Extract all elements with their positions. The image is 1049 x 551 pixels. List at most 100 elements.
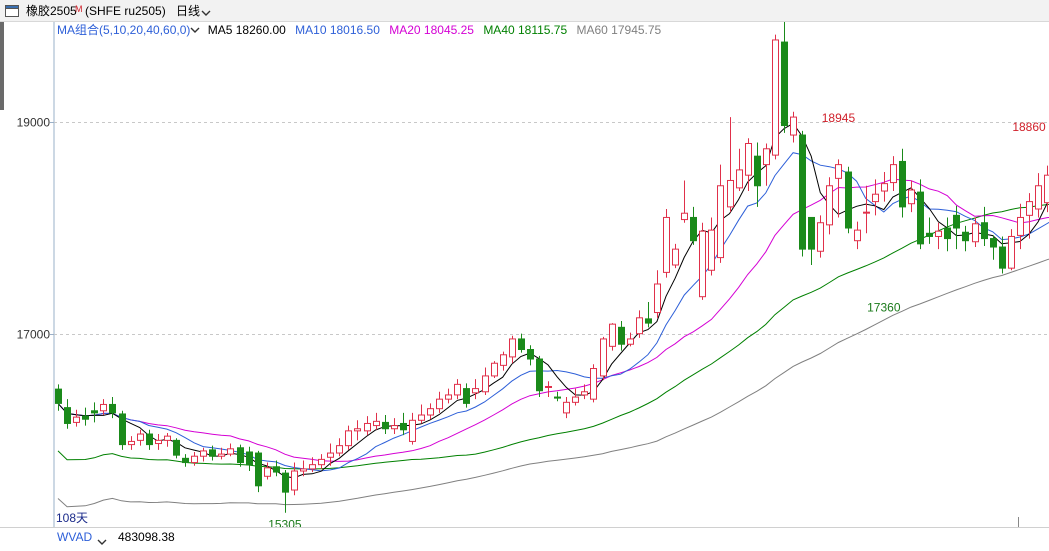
candle-body[interactable] [655, 284, 661, 313]
candle-body[interactable] [319, 459, 325, 464]
candle-body[interactable] [1009, 236, 1015, 268]
candle-body[interactable] [464, 389, 470, 404]
candle-body[interactable] [982, 223, 988, 239]
candle-body[interactable] [918, 192, 924, 244]
candle-body[interactable] [301, 469, 307, 471]
candle-body[interactable] [247, 452, 253, 465]
candle-body[interactable] [546, 386, 552, 387]
candle-body[interactable] [328, 453, 334, 457]
candle-body[interactable] [1045, 175, 1049, 202]
candle-body[interactable] [283, 473, 289, 492]
candle-body[interactable] [510, 339, 516, 357]
candle-body[interactable] [274, 467, 280, 472]
candle-body[interactable] [337, 446, 343, 453]
candle-body[interactable] [519, 339, 525, 350]
candle-body[interactable] [746, 143, 752, 175]
candle-body[interactable] [882, 184, 888, 191]
candle-body[interactable] [292, 471, 298, 490]
candle-body[interactable] [873, 194, 879, 201]
candle-body[interactable] [210, 450, 216, 456]
candle-body[interactable] [401, 423, 407, 429]
candle-body[interactable] [718, 186, 724, 258]
chevron-down-icon[interactable] [201, 6, 211, 20]
candle-body[interactable] [619, 327, 625, 344]
candle-body[interactable] [147, 434, 153, 445]
candle-body[interactable] [827, 186, 833, 225]
candle-body[interactable] [537, 359, 543, 391]
candle-body[interactable] [755, 156, 761, 186]
candle-body[interactable] [183, 458, 189, 462]
candle-body[interactable] [664, 217, 670, 272]
candle-body[interactable] [492, 363, 498, 376]
candle-body[interactable] [637, 318, 643, 334]
candle-body[interactable] [383, 422, 389, 428]
candle-body[interactable] [954, 215, 960, 228]
candle-body[interactable] [156, 440, 162, 443]
chevron-down-icon[interactable] [97, 533, 107, 551]
candle-body[interactable] [737, 170, 743, 188]
candle-body[interactable] [591, 369, 597, 400]
candle-body[interactable] [682, 213, 688, 219]
candle-body[interactable] [83, 416, 89, 419]
candle-body[interactable] [392, 426, 398, 429]
candle-body[interactable] [65, 408, 71, 424]
candle-body[interactable] [1000, 247, 1006, 268]
candle-body[interactable] [1027, 202, 1033, 216]
candle-body[interactable] [800, 135, 806, 249]
candle-body[interactable] [809, 217, 815, 249]
candle-body[interactable] [110, 404, 116, 412]
candle-body[interactable] [610, 324, 616, 346]
candle-body[interactable] [691, 217, 697, 240]
candle-body[interactable] [138, 434, 144, 440]
candle-body[interactable] [129, 441, 135, 444]
candle-body[interactable] [473, 389, 479, 393]
candle-body[interactable] [855, 230, 861, 241]
candle-body[interactable] [501, 355, 507, 366]
candle-body[interactable] [773, 40, 779, 155]
candle-body[interactable] [219, 454, 225, 456]
candle-body[interactable] [446, 395, 452, 399]
candle-body[interactable] [601, 339, 607, 376]
candle-body[interactable] [355, 429, 361, 431]
candle-body[interactable] [818, 223, 824, 252]
candle-body[interactable] [374, 421, 380, 425]
candle-body[interactable] [973, 224, 979, 242]
candle-body[interactable] [963, 232, 969, 240]
candle-body[interactable] [628, 339, 634, 344]
candle-body[interactable] [900, 161, 906, 206]
candle-body[interactable] [582, 392, 588, 395]
window-icon[interactable] [5, 5, 19, 20]
candle-body[interactable] [709, 230, 715, 270]
candle-body[interactable] [673, 249, 679, 265]
candle-body[interactable] [265, 468, 271, 476]
candle-body[interactable] [192, 456, 198, 462]
candle-body[interactable] [174, 440, 180, 455]
candle-body[interactable] [201, 451, 207, 456]
candle-body[interactable] [782, 42, 788, 125]
candle-body[interactable] [1018, 217, 1024, 235]
candle-body[interactable] [74, 417, 80, 422]
candle-body[interactable] [891, 165, 897, 183]
candle-body[interactable] [256, 453, 262, 486]
candle-body[interactable] [410, 420, 416, 441]
candle-body[interactable] [646, 319, 652, 323]
candle-body[interactable] [310, 465, 316, 469]
candlestick-chart[interactable]: 19000170002010018945188601736015305108天 [0, 22, 1049, 527]
candle-body[interactable] [564, 402, 570, 413]
candle-body[interactable] [791, 117, 797, 135]
candle-body[interactable] [909, 190, 915, 204]
period-selector[interactable]: 日线 [176, 4, 200, 18]
candle-body[interactable] [346, 431, 352, 446]
candle-body[interactable] [92, 411, 98, 413]
candle-body[interactable] [455, 384, 461, 395]
candle-body[interactable] [700, 231, 706, 297]
indicator-selector[interactable]: WVAD [57, 528, 92, 546]
candle-body[interactable] [437, 399, 443, 409]
candle-body[interactable] [165, 436, 171, 440]
candle-body[interactable] [528, 350, 534, 360]
candle-body[interactable] [555, 397, 561, 398]
candle-body[interactable] [864, 212, 870, 213]
candle-body[interactable] [836, 165, 842, 179]
candle-body[interactable] [56, 389, 62, 403]
candle-body[interactable] [419, 415, 425, 420]
